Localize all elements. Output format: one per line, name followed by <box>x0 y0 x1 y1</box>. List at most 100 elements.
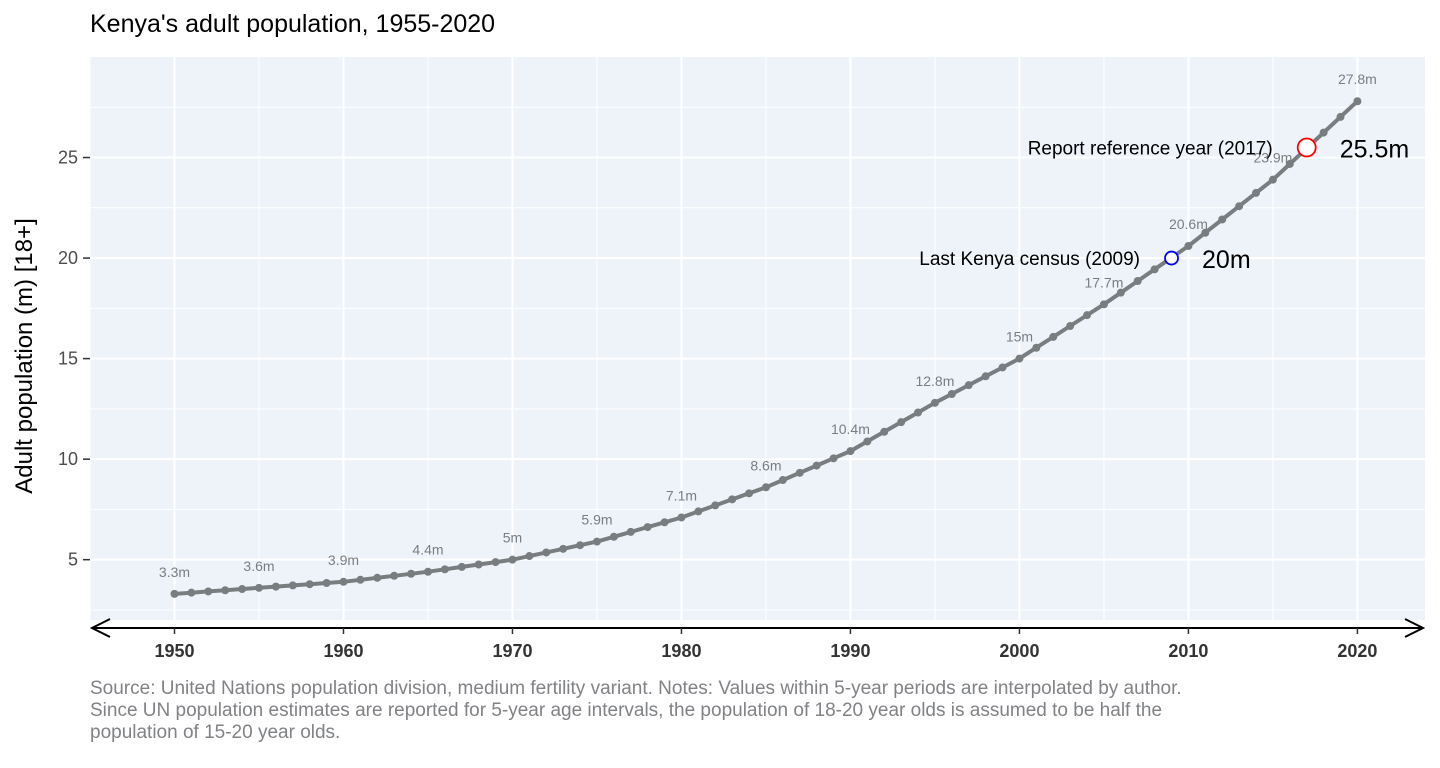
data-label: 3.6m <box>243 558 274 574</box>
data-point <box>1319 128 1328 137</box>
data-point <box>1032 343 1041 352</box>
data-point <box>947 389 956 398</box>
data-point <box>1184 242 1193 251</box>
data-point <box>1099 300 1108 309</box>
x-tick-label: 1960 <box>323 641 363 661</box>
data-point <box>1133 276 1142 285</box>
data-label: 15m <box>1006 329 1033 345</box>
data-point <box>1150 265 1159 274</box>
data-label: 5m <box>503 530 522 546</box>
data-point <box>846 447 855 456</box>
data-label: 23.9m <box>1253 150 1292 166</box>
data-point <box>1353 97 1362 106</box>
data-point <box>880 427 889 436</box>
data-point <box>170 589 179 598</box>
data-label: 4.4m <box>412 542 443 558</box>
data-point <box>271 582 280 591</box>
data-point <box>221 586 230 595</box>
annotation-label: Report reference year (2017) <box>1028 138 1273 159</box>
data-label: 10.4m <box>831 421 870 437</box>
data-point <box>694 507 703 516</box>
x-tick-label: 2020 <box>1337 641 1377 661</box>
x-tick-label: 1950 <box>154 641 194 661</box>
y-tick-label: 15 <box>58 349 78 369</box>
data-point <box>981 372 990 381</box>
data-point <box>407 569 416 578</box>
plot-panel <box>90 57 1425 620</box>
data-point <box>373 573 382 582</box>
annotation-marker <box>1296 137 1317 158</box>
data-label: 3.3m <box>159 564 190 580</box>
data-label: 12.8m <box>915 373 954 389</box>
data-point <box>643 523 652 532</box>
data-point <box>440 565 449 574</box>
annotation-marker <box>1164 250 1179 266</box>
y-tick-label: 5 <box>68 550 78 570</box>
data-point <box>1049 332 1058 341</box>
data-point <box>1218 215 1227 224</box>
data-point <box>592 537 601 546</box>
data-point <box>339 577 348 586</box>
data-point <box>1268 175 1277 184</box>
data-point <box>660 518 669 527</box>
data-point <box>204 587 213 596</box>
data-point <box>1201 228 1210 237</box>
y-tick-label: 25 <box>58 148 78 168</box>
data-point <box>288 581 297 590</box>
data-point <box>305 580 314 589</box>
data-point <box>930 398 939 407</box>
data-point <box>812 461 821 470</box>
x-tick-label: 2000 <box>999 641 1039 661</box>
data-label: 27.8m <box>1338 71 1377 87</box>
data-label: 17.7m <box>1084 274 1123 290</box>
data-point <box>1066 322 1075 331</box>
data-label: 20.6m <box>1169 216 1208 232</box>
annotation-value: 25.5m <box>1340 135 1409 163</box>
data-label: 8.6m <box>750 457 781 473</box>
data-point <box>1285 159 1294 168</box>
data-point <box>423 567 432 576</box>
data-point <box>254 583 263 592</box>
x-tick-label: 1970 <box>492 641 532 661</box>
data-point <box>1235 202 1244 211</box>
data-point <box>238 585 247 594</box>
data-point <box>1083 311 1092 320</box>
data-label: 5.9m <box>581 512 612 528</box>
data-point <box>626 527 635 536</box>
y-tick-label: 20 <box>58 248 78 268</box>
data-point <box>863 437 872 446</box>
data-point <box>711 501 720 510</box>
data-point <box>964 381 973 390</box>
x-tick-label: 1980 <box>661 641 701 661</box>
data-point <box>1116 288 1125 297</box>
data-point <box>998 363 1007 372</box>
data-point <box>761 483 770 492</box>
data-point <box>728 495 737 504</box>
data-point <box>609 532 618 541</box>
data-point <box>778 476 787 485</box>
data-point <box>322 579 331 588</box>
data-point <box>576 541 585 550</box>
data-point <box>457 562 466 571</box>
data-point <box>187 588 196 597</box>
data-point <box>677 513 686 522</box>
data-point <box>390 571 399 580</box>
x-tick-label: 1990 <box>830 641 870 661</box>
x-tick-label: 2010 <box>1168 641 1208 661</box>
data-point <box>559 544 568 553</box>
data-point <box>795 468 804 477</box>
data-point <box>491 558 500 567</box>
chart-title: Kenya's adult population, 1955-2020 <box>90 10 496 38</box>
data-label: 3.9m <box>328 552 359 568</box>
annotation-label: Last Kenya census (2009) <box>919 249 1140 270</box>
y-tick-label: 10 <box>58 449 78 469</box>
data-point <box>508 555 517 564</box>
data-point <box>1336 112 1345 121</box>
data-label: 7.1m <box>666 487 697 503</box>
annotation-value: 20m <box>1202 246 1251 274</box>
data-point <box>829 454 838 463</box>
data-point <box>1015 354 1024 363</box>
data-point <box>914 408 923 417</box>
x-axis-right-arrow <box>1404 618 1426 638</box>
